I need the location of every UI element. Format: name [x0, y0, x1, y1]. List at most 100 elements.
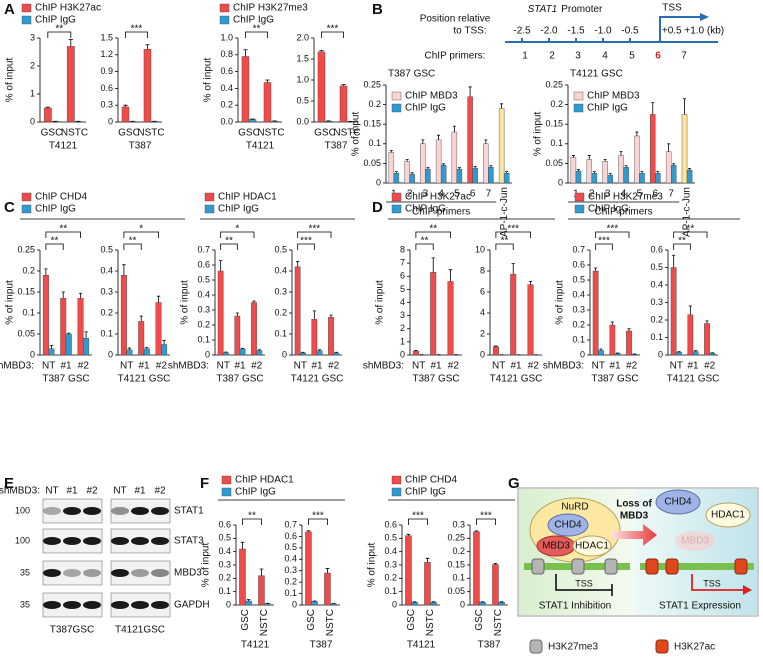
x-tick-label: #1: [609, 361, 621, 372]
significance-bracket: [673, 243, 691, 250]
x-tick-label: 5: [637, 189, 643, 200]
y-tick-label: 2: [480, 328, 485, 338]
protein: STAT3: [174, 536, 204, 547]
error-bar: [325, 568, 330, 573]
y-tick-label: 1.0: [296, 74, 309, 84]
bar: [451, 131, 458, 184]
primer: 5: [629, 51, 635, 62]
bar: [161, 344, 168, 356]
bar: [492, 346, 499, 356]
position: -2.5: [513, 26, 531, 37]
significance-label: **: [421, 236, 429, 247]
chart: 0 0.1 0.2 0.3 0.4 0.5 0.6 0.7 % of input NT #1 #2 sh…: [168, 192, 277, 385]
y-tick-label: 0: [205, 349, 210, 359]
band: [151, 569, 169, 577]
y-tick-label: 0.7: [572, 244, 585, 254]
x-tick-label: 7: [486, 189, 492, 200]
x-tick-label: NT: [412, 361, 425, 372]
x-tick-label: 2: [589, 189, 595, 200]
bar: [681, 114, 688, 184]
bar: [241, 56, 250, 123]
y-tick-label: 0: [108, 116, 113, 126]
legend-swatch: [21, 3, 32, 13]
y-tick-label: 0.1: [274, 328, 287, 338]
y-tick-label: 0.4: [650, 279, 663, 289]
y-tick-label: 0: [392, 599, 397, 609]
y-tick-label: 6: [480, 286, 485, 296]
group-label: T387 GSC: [412, 374, 459, 385]
panel-label: G: [508, 475, 520, 492]
error-bar: [240, 541, 245, 549]
bar: [239, 548, 246, 606]
x-tick-label: #2: [704, 361, 716, 372]
y-tick-label: 0.1: [572, 334, 585, 344]
significance-label: ***: [412, 511, 424, 522]
error-bar: [635, 131, 639, 136]
error-bar: [710, 352, 714, 354]
error-bar: [241, 347, 245, 349]
group-label: T387 GSC: [591, 374, 638, 385]
protein: STAT1: [174, 506, 204, 517]
significance-label: *: [139, 224, 143, 235]
y-tick-label: 0.0: [296, 116, 309, 126]
x-prefix: shMBD3:: [363, 361, 404, 372]
tss-label: TSS: [575, 578, 593, 588]
y-tick-label: 0.2: [368, 99, 381, 109]
blot-group: T387GSC: [50, 625, 94, 636]
caption: STAT1 Inhibition: [539, 601, 611, 612]
y-tick-label: 1.5: [100, 32, 113, 42]
complex-label: NuRD: [561, 502, 588, 513]
bar: [328, 317, 334, 356]
group-label: T4121 GSC: [667, 374, 720, 385]
x-tick-label: 3: [605, 189, 611, 200]
dna: [640, 563, 754, 570]
protein-label: MBD3: [681, 536, 709, 547]
y-tick-label: 0.25: [363, 79, 381, 89]
bar: [217, 270, 224, 356]
bar: [294, 266, 301, 356]
bar: [42, 275, 49, 356]
bar: [456, 169, 463, 184]
error-bar: [243, 49, 248, 57]
significance-bracket: [45, 243, 64, 250]
bar: [479, 602, 486, 606]
y-tick-label: 0: [30, 116, 35, 126]
chart: 0 0.1 0.2 0.3 0.4 0.5 NT #1 #2 T4121 GSC ***: [100, 224, 170, 385]
error-bar: [452, 125, 456, 133]
bar: [570, 157, 577, 184]
transition-arrow: [612, 524, 657, 546]
error-bar: [499, 601, 504, 603]
x-tick-label: 6: [653, 189, 659, 200]
significance-bracket: [415, 243, 434, 250]
activation: [691, 574, 744, 591]
protein-label: HDAC1: [575, 541, 609, 552]
error-bar: [484, 139, 488, 144]
bar: [488, 167, 494, 184]
error-bar: [500, 103, 504, 109]
band: [43, 601, 61, 609]
y-tick-label: 1: [400, 336, 405, 346]
primer: 7: [681, 51, 687, 62]
significance-label: **: [55, 24, 63, 35]
protein-label: CHD4: [664, 497, 692, 508]
significance-label: **: [129, 236, 137, 247]
y-tick-label: 0.1: [22, 307, 35, 317]
group-label: T387: [310, 640, 333, 651]
bar: [598, 350, 604, 356]
bar: [614, 353, 621, 356]
legend-swatch: [204, 192, 215, 202]
bar: [121, 106, 130, 123]
bar: [607, 174, 613, 184]
error-bar: [667, 143, 671, 152]
panel-label: F: [200, 475, 209, 492]
legend-label: ChIP MBD3: [405, 91, 458, 102]
error-bar: [592, 171, 596, 174]
panel-label: D: [372, 199, 383, 216]
y-tick-label: 0.8: [220, 49, 233, 59]
error-bar: [694, 350, 698, 352]
error-bar: [431, 601, 436, 603]
significance-label: ***: [312, 511, 324, 522]
y-tick-label: 0.3: [100, 286, 113, 296]
y-axis-label: % of input: [555, 280, 566, 325]
